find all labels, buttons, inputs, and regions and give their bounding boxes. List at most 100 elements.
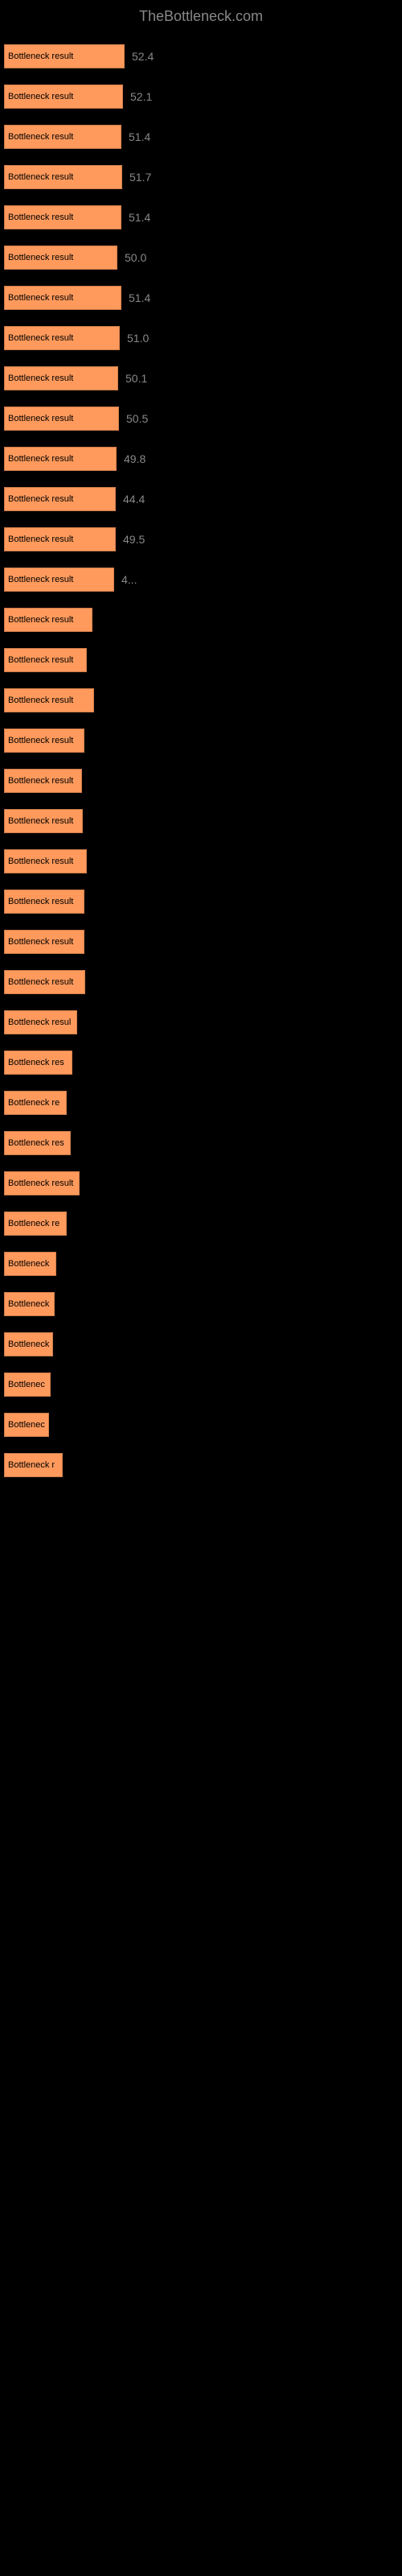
bottleneck-chart: Bottleneck result52.4 Bottleneck result5… xyxy=(0,33,402,1477)
bar-row: Bottleneck r xyxy=(4,1442,398,1477)
bar-top-label xyxy=(4,33,398,43)
bar-row: Bottleneck result 52.4 xyxy=(4,33,398,68)
bottleneck-bar[interactable]: Bottleneck result xyxy=(4,366,118,390)
bar-row: Bottleneck result xyxy=(4,798,398,833)
bar-wrapper: Bottleneck result 52.4 xyxy=(4,44,398,68)
bar-top-label xyxy=(4,1361,398,1371)
bar-wrapper: Bottleneck result xyxy=(4,769,398,793)
bottleneck-bar[interactable]: Bottleneck result xyxy=(4,407,119,431)
bar-wrapper: Bottleneck result xyxy=(4,970,398,994)
bar-text: Bottleneck xyxy=(8,1299,49,1309)
bar-top-label xyxy=(4,1321,398,1331)
bar-wrapper: Bottleneck result xyxy=(4,930,398,954)
bar-value: 51.4 xyxy=(129,291,150,304)
bar-wrapper: Bottleneck r xyxy=(4,1453,398,1477)
bottleneck-bar[interactable]: Bottleneck result xyxy=(4,527,116,551)
bar-text: Bottleneck result xyxy=(8,535,73,544)
bar-text: Bottleneck re xyxy=(8,1098,59,1108)
bar-top-label xyxy=(4,637,398,646)
bar-row: Bottleneck result xyxy=(4,597,398,632)
bottleneck-bar[interactable]: Bottleneck result xyxy=(4,246,117,270)
bottleneck-bar[interactable]: Bottleneck res xyxy=(4,1051,72,1075)
bar-top-label xyxy=(4,1241,398,1250)
bar-text: Bottleneck res xyxy=(8,1058,64,1067)
bar-value: 52.4 xyxy=(132,50,154,63)
bar-wrapper: Bottleneck xyxy=(4,1292,398,1316)
bar-wrapper: Bottleneck result xyxy=(4,809,398,833)
bottleneck-bar[interactable]: Bottleneck resul xyxy=(4,1010,77,1034)
bottleneck-bar[interactable]: Bottleneck re xyxy=(4,1212,67,1236)
bar-text: Bottleneck xyxy=(8,1340,49,1349)
bar-value: 51.4 xyxy=(129,130,150,143)
bottleneck-bar[interactable]: Bottleneck result xyxy=(4,970,85,994)
bar-row: Bottleneck result51.7 xyxy=(4,154,398,189)
bar-row: Bottleneck result 50.1 xyxy=(4,355,398,390)
bar-top-label xyxy=(4,1080,398,1089)
bar-text: Bottleneck xyxy=(8,1259,49,1269)
bottleneck-bar[interactable]: Bottleneck xyxy=(4,1252,56,1276)
bottleneck-bar[interactable]: Bottleneck result xyxy=(4,608,92,632)
bottleneck-bar[interactable]: Bottleneck result xyxy=(4,326,120,350)
bar-text: Bottleneck result xyxy=(8,977,73,987)
bar-row: Bottleneck result51.4 xyxy=(4,194,398,229)
bar-top-label xyxy=(4,919,398,928)
bar-row: Bottleneck result xyxy=(4,878,398,914)
bar-value: 50.1 xyxy=(125,372,147,385)
bar-row: Bottleneck result 51.4 xyxy=(4,114,398,149)
bottleneck-bar[interactable]: Bottleneck r xyxy=(4,1453,63,1477)
bar-wrapper: Bottlenec xyxy=(4,1413,398,1437)
bottleneck-bar[interactable]: Bottleneck res xyxy=(4,1131,71,1155)
bottleneck-bar[interactable]: Bottleneck xyxy=(4,1292,55,1316)
bottleneck-bar[interactable]: Bottleneck re xyxy=(4,1091,67,1115)
bar-value: 51.0 xyxy=(127,332,149,345)
bottleneck-bar[interactable]: Bottleneck result xyxy=(4,568,114,592)
bottleneck-bar[interactable]: Bottleneck result xyxy=(4,487,116,511)
bar-top-label xyxy=(4,838,398,848)
bar-row: Bottleneck result xyxy=(4,717,398,753)
bottleneck-bar[interactable]: Bottleneck result xyxy=(4,85,123,109)
bottleneck-bar[interactable]: Bottleneck result xyxy=(4,890,84,914)
bar-row: Bottleneck result52.1 xyxy=(4,73,398,109)
bar-text: Bottleneck result xyxy=(8,575,73,584)
bottleneck-bar[interactable]: Bottleneck result xyxy=(4,849,87,873)
bottleneck-bar[interactable]: Bottleneck result xyxy=(4,648,87,672)
bar-top-label xyxy=(4,1402,398,1411)
bottleneck-bar[interactable]: Bottleneck result xyxy=(4,447,117,471)
bar-wrapper: Bottleneck result xyxy=(4,890,398,914)
bottleneck-bar[interactable]: Bottleneck result xyxy=(4,688,94,712)
bar-text: Bottleneck result xyxy=(8,494,73,504)
bottleneck-bar[interactable]: Bottlenec xyxy=(4,1373,51,1397)
bottleneck-bar[interactable]: Bottleneck result xyxy=(4,44,125,68)
header: TheBottleneck.com xyxy=(0,0,402,33)
bottleneck-bar[interactable]: Bottleneck result xyxy=(4,1171,80,1195)
bar-top-label xyxy=(4,154,398,163)
bar-top-label xyxy=(4,1120,398,1129)
bottleneck-bar[interactable]: Bottleneck result xyxy=(4,729,84,753)
bottleneck-bar[interactable]: Bottlenec xyxy=(4,1413,49,1437)
bottleneck-bar[interactable]: Bottleneck result xyxy=(4,205,121,229)
bar-text: Bottleneck result xyxy=(8,1179,73,1188)
bottleneck-bar[interactable]: Bottleneck result xyxy=(4,165,122,189)
bottleneck-bar[interactable]: Bottleneck xyxy=(4,1332,53,1356)
bar-top-label xyxy=(4,1200,398,1210)
bar-top-label xyxy=(4,959,398,968)
bar-wrapper: Bottlenec xyxy=(4,1373,398,1397)
bar-wrapper: Bottleneck result xyxy=(4,849,398,873)
bar-top-label xyxy=(4,395,398,405)
bar-wrapper: Bottleneck xyxy=(4,1252,398,1276)
bar-wrapper: Bottleneck result4... xyxy=(4,568,398,592)
bottleneck-bar[interactable]: Bottleneck result xyxy=(4,125,121,149)
bar-wrapper: Bottleneck result50.0 xyxy=(4,246,398,270)
bar-row: Bottleneck res xyxy=(4,1039,398,1075)
bar-wrapper: Bottleneck res xyxy=(4,1051,398,1075)
bottleneck-bar[interactable]: Bottleneck result xyxy=(4,930,84,954)
bar-text: Bottleneck result xyxy=(8,52,73,61)
bar-top-label xyxy=(4,234,398,244)
bottleneck-bar[interactable]: Bottleneck result xyxy=(4,286,121,310)
bottleneck-bar[interactable]: Bottleneck result xyxy=(4,809,83,833)
bottleneck-bar[interactable]: Bottleneck result xyxy=(4,769,82,793)
bar-wrapper: Bottleneck result51.4 xyxy=(4,205,398,229)
bar-text: Bottleneck result xyxy=(8,857,73,866)
bar-wrapper: Bottleneck xyxy=(4,1332,398,1356)
bar-text: Bottleneck result xyxy=(8,776,73,786)
